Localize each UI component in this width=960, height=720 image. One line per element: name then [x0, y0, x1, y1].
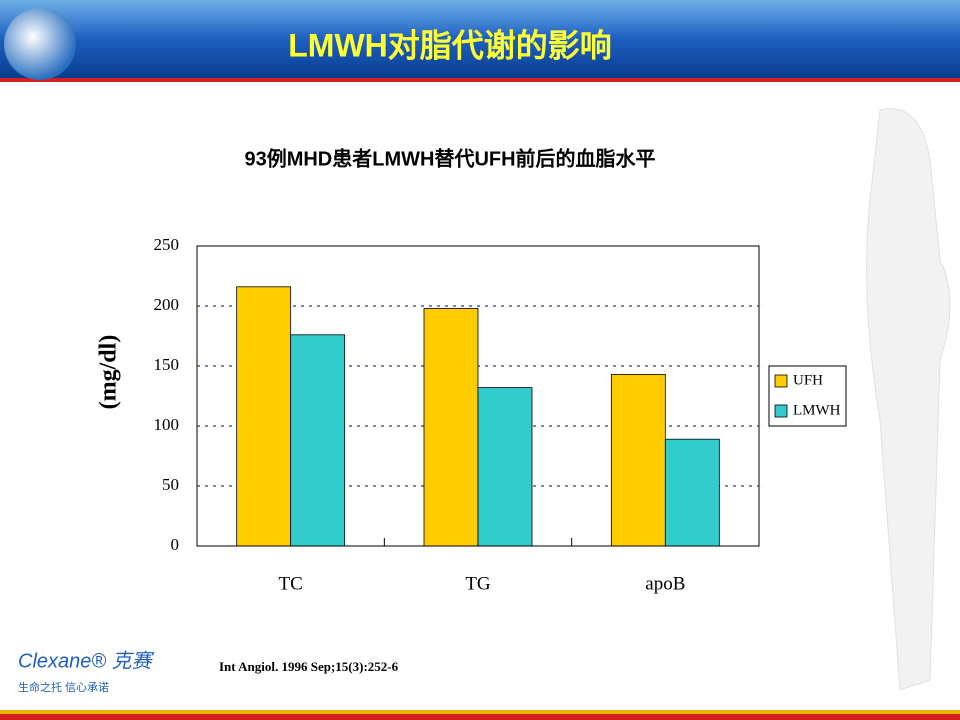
globe-logo	[4, 8, 76, 80]
bar	[236, 286, 292, 547]
header-title: LMWH对脂代谢的影响	[288, 27, 612, 63]
legend-label: UFH	[793, 372, 823, 388]
bar	[610, 373, 666, 547]
legend-swatch	[774, 404, 788, 418]
y-tick-label: 200	[154, 295, 180, 314]
bar	[290, 334, 346, 547]
legend-swatch	[774, 374, 788, 388]
footer-stripe	[0, 714, 960, 720]
x-tick-label: apoB	[645, 573, 685, 594]
legend-label: LMWH	[793, 402, 841, 418]
footer-stripe	[0, 710, 960, 714]
plot: 0 50 100 150 200 250 TC TG apoB UFH LMWH	[154, 235, 847, 594]
y-tick-label: 50	[162, 475, 179, 494]
y-tick-label: 150	[154, 355, 180, 374]
x-tick-label: TG	[465, 573, 491, 594]
logo-tagline: 生命之托 信心承诺	[18, 680, 109, 694]
footnote: Int Angiol. 1996 Sep;15(3):252-6	[219, 659, 399, 674]
y-tick-label: 250	[154, 235, 180, 254]
header-bar	[0, 0, 960, 78]
bar	[664, 438, 720, 547]
y-tick-label: 0	[171, 535, 180, 554]
x-tick-label: TC	[279, 573, 303, 594]
bar	[423, 307, 479, 547]
y-axis-label: (mg/dl)	[96, 335, 122, 410]
y-tick-label: 100	[154, 415, 180, 434]
decor-figure	[866, 108, 951, 691]
chart-title: 93例MHD患者LMWH替代UFH前后的血脂水平	[244, 146, 655, 170]
bar	[477, 387, 533, 547]
header-stripe	[0, 78, 960, 82]
logo-brand: Clexane® 克赛	[18, 650, 155, 672]
